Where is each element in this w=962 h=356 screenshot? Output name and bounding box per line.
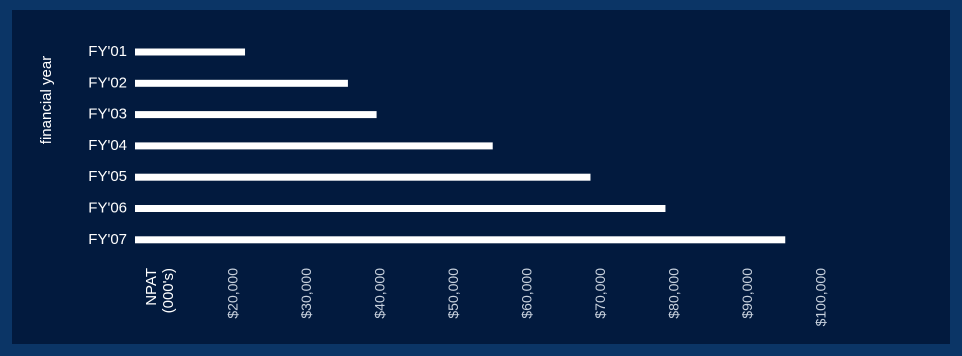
x-tick-labels: $20,000 $30,000 $40,000 $50,000 $60,000 $70,0…	[225, 268, 829, 327]
bars-group	[135, 48, 786, 244]
npat-bar-chart: financial year FY'01 FY'02 FY'03 FY'04 FY'05…	[38, 43, 829, 327]
bar	[135, 48, 246, 56]
x-tick-label: $20,000	[225, 268, 241, 319]
bar	[135, 173, 591, 181]
bar	[135, 79, 348, 87]
bar	[135, 205, 666, 212]
bar	[135, 111, 377, 119]
y-axis-title: financial year	[38, 56, 55, 144]
bar	[135, 142, 493, 150]
category-label: FY'06	[88, 199, 127, 216]
x-tick-label: $90,000	[739, 268, 755, 319]
x-axis-title-line: (000's)	[160, 268, 177, 313]
x-tick-label: $80,000	[666, 268, 682, 319]
chart-panel: financial year FY'01 FY'02 FY'03 FY'04 FY'05…	[12, 10, 950, 344]
bar	[135, 236, 786, 244]
x-tick-label: $50,000	[445, 268, 461, 319]
x-axis-title-line: NPAT	[143, 268, 160, 306]
category-label: FY'01	[88, 43, 127, 60]
x-tick-label: $100,000	[813, 268, 829, 327]
category-label: FY'07	[88, 231, 127, 248]
x-tick-label: $40,000	[372, 268, 388, 319]
category-labels: FY'01 FY'02 FY'03 FY'04 FY'05 FY'06 FY'07	[88, 43, 127, 248]
x-tick-label: $60,000	[519, 268, 535, 319]
category-label: FY'05	[88, 168, 127, 185]
x-tick-label: $30,000	[298, 268, 314, 319]
x-tick-label: $70,000	[592, 268, 608, 319]
x-axis-title: NPAT (000's)	[143, 268, 177, 313]
category-label: FY'03	[88, 106, 127, 123]
category-label: FY'04	[88, 137, 127, 154]
category-label: FY'02	[88, 74, 127, 91]
